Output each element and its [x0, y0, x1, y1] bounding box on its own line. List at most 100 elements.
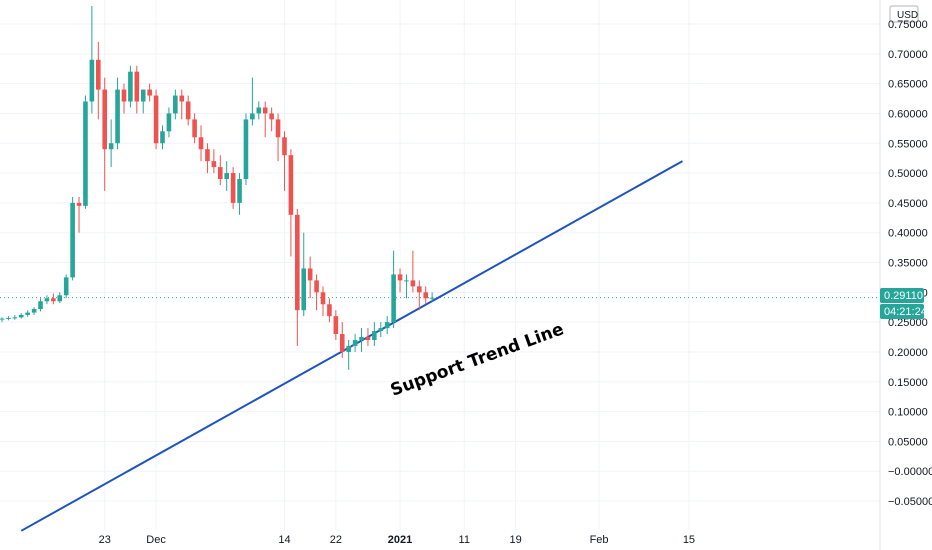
- countdown-value: 04:21:24: [884, 306, 927, 318]
- candle-down: [339, 334, 345, 352]
- support-trend-line-label: Support Trend Line: [388, 319, 567, 400]
- y-tick-label: 0.75000: [888, 19, 928, 31]
- candle-up: [243, 119, 249, 180]
- y-tick-label: 0.35000: [888, 258, 928, 270]
- candle-down: [192, 119, 197, 138]
- y-tick-label: 0.25000: [888, 317, 928, 329]
- candle-up: [18, 314, 24, 318]
- candle-up: [89, 59, 95, 102]
- candle-down: [320, 292, 326, 305]
- last-price-tag: [880, 288, 924, 303]
- candle-down: [217, 167, 223, 180]
- candle-down: [307, 268, 313, 281]
- support-trend-line[interactable]: [20, 160, 684, 532]
- candle-down: [179, 95, 185, 102]
- candle-up: [44, 298, 50, 302]
- y-tick-label: 0.50000: [888, 168, 928, 180]
- candle-down: [327, 304, 332, 317]
- candle-up: [63, 277, 69, 296]
- y-tick-label: 0.60000: [888, 108, 928, 120]
- y-tick-label: −0.05000: [888, 496, 932, 508]
- candle-down: [96, 59, 101, 90]
- candle-up: [160, 131, 165, 144]
- candle-up: [173, 95, 178, 114]
- candle-down: [185, 101, 191, 120]
- candle-up: [256, 107, 262, 114]
- y-tick-label: 0.45000: [888, 198, 928, 210]
- candle-up: [250, 113, 255, 120]
- last-price-value: 0.29110: [884, 290, 923, 302]
- trend-layer: [20, 160, 684, 532]
- currency-label: USD: [897, 10, 918, 21]
- candle-down: [205, 149, 210, 162]
- y-tick-label: 0.20000: [888, 347, 928, 359]
- candle-up: [108, 143, 114, 150]
- candle-up: [6, 317, 11, 319]
- x-tick-label: 14: [278, 534, 290, 546]
- x-tick-label: Feb: [590, 534, 609, 546]
- y-tick-label: 0.70000: [888, 49, 928, 61]
- candle-up: [372, 331, 377, 341]
- candle-up: [224, 173, 229, 180]
- y-tick-label: −0.00000: [888, 466, 932, 478]
- candle-down: [282, 137, 287, 156]
- candle-up: [352, 340, 358, 346]
- x-tick-label: 15: [683, 534, 695, 546]
- candle-down: [147, 89, 152, 96]
- y-tick-label: 0.55000: [888, 138, 928, 150]
- candle-up: [384, 322, 390, 329]
- candle-up: [31, 309, 37, 313]
- y-tick-label: 0.10000: [888, 407, 928, 419]
- candle-down: [275, 119, 281, 138]
- candle-down: [333, 316, 339, 335]
- candle-up: [115, 89, 120, 144]
- candle-down: [153, 95, 159, 144]
- candle-up: [391, 274, 396, 323]
- x-tick-label: 22: [330, 534, 342, 546]
- candle-up: [38, 301, 43, 310]
- candle-up: [404, 280, 409, 282]
- candle-up: [83, 101, 88, 206]
- candle-up: [429, 297, 435, 299]
- candle-layer: [0, 6, 435, 370]
- candle-down: [410, 280, 416, 287]
- candle-down: [211, 161, 217, 168]
- countdown-tag: [880, 304, 924, 319]
- candle-up: [359, 337, 364, 341]
- x-tick-label: 23: [99, 534, 111, 546]
- candle-down: [295, 214, 300, 311]
- candle-down: [423, 292, 429, 299]
- x-tick-label: Dec: [146, 534, 166, 546]
- candle-down: [102, 89, 108, 150]
- candle-up: [25, 312, 30, 315]
- axis-layer: USD 0.75000 0.70000 0.65000 0.60000 0.55000 0…: [99, 0, 932, 550]
- candle-down: [134, 71, 140, 102]
- candle-up: [128, 71, 133, 102]
- candle-up: [378, 328, 384, 332]
- candle-down: [76, 202, 82, 206]
- candle-up: [70, 202, 75, 278]
- candle-down: [230, 173, 236, 203]
- x-tick-label: 11: [459, 534, 470, 546]
- candle-down: [397, 274, 403, 281]
- y-tick-label: 0.65000: [888, 79, 928, 91]
- annotation-layer: Support Trend Line: [388, 319, 567, 400]
- candle-down: [269, 113, 274, 120]
- candle-down: [365, 337, 371, 341]
- candle-up: [237, 179, 242, 203]
- candle-down: [288, 155, 294, 215]
- currency-badge[interactable]: [889, 5, 919, 23]
- candle-up: [140, 89, 146, 102]
- x-tick-label: 2021: [388, 534, 412, 546]
- candle-down: [198, 137, 204, 150]
- candle-up: [166, 113, 172, 132]
- candle-up: [12, 317, 18, 319]
- y-tick-label: 0.05000: [888, 436, 928, 448]
- candle-up: [57, 295, 63, 302]
- y-tick-label: 0.15000: [888, 377, 928, 389]
- candle-up: [301, 268, 307, 311]
- candle-up: [346, 345, 351, 352]
- candle-up: [0, 318, 5, 320]
